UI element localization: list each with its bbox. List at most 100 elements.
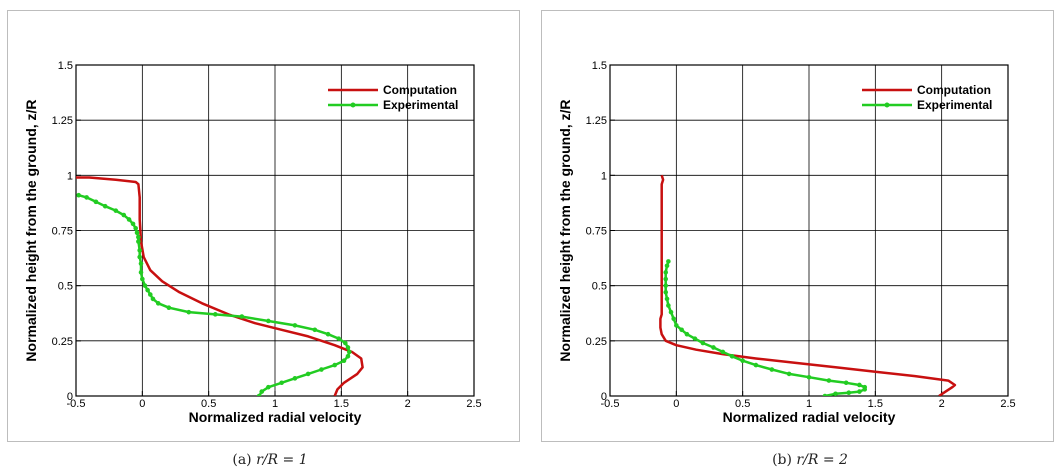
x-tick-label: 1.5: [868, 398, 883, 410]
data-point-experimental: [826, 378, 832, 383]
x-tick-label: 0.5: [735, 398, 750, 410]
x-tick-label: 2: [939, 398, 945, 410]
data-point-experimental: [679, 327, 684, 333]
data-point-experimental: [671, 316, 676, 322]
data-point-experimental: [137, 248, 142, 253]
y-tick-label: 0.75: [586, 226, 607, 238]
legend-label-computation: Computation: [917, 83, 991, 97]
x-axis-label: Normalized radial velocity: [189, 409, 362, 425]
series-line-experimental: [664, 261, 866, 396]
data-point-experimental: [674, 323, 679, 328]
legend-label-computation: Computation: [383, 83, 457, 97]
x-axis-label: Normalized radial velocity: [723, 409, 896, 425]
x-tick-label: 1: [806, 398, 812, 410]
data-point-experimental: [76, 192, 81, 198]
x-tick-label: 2: [405, 398, 411, 410]
chart-a: -0.5 0 0.5 1 1.5 2 2.500.250.50.7511.251.5Norm…: [23, 60, 482, 425]
data-point-experimental: [729, 353, 735, 359]
data-point-experimental: [137, 254, 142, 260]
data-point-experimental: [312, 327, 318, 333]
x-tick-label: 2.5: [1000, 398, 1015, 410]
data-point-experimental: [84, 195, 89, 200]
data-point-experimental: [833, 391, 838, 396]
caption-a-label: (a): [232, 452, 252, 468]
x-tick-label: -0.5: [67, 398, 86, 410]
data-point-experimental: [133, 225, 138, 231]
y-axis-label: Normalized height from the ground, z/R: [23, 99, 39, 361]
data-point-experimental: [846, 390, 852, 395]
data-point-experimental: [266, 318, 271, 324]
data-point-experimental: [138, 270, 144, 275]
y-tick-label: 1: [601, 170, 607, 182]
y-tick-label: 0: [67, 391, 73, 403]
data-point-experimental: [136, 234, 141, 240]
data-point-experimental: [279, 380, 284, 386]
series-line-computation: [76, 176, 364, 396]
data-point-experimental: [711, 345, 716, 350]
legend-label-experimental: Experimental: [383, 98, 458, 112]
data-point-experimental: [663, 289, 669, 295]
data-point-experimental: [213, 312, 218, 317]
data-point-experimental: [150, 296, 156, 302]
data-point-experimental: [663, 276, 669, 282]
x-tick-label: 1: [272, 398, 278, 410]
y-tick-label: 1.5: [592, 60, 607, 72]
data-point-experimental: [126, 217, 132, 222]
chart-b: -0.5 0 0.5 1 1.5 2 2.500.250.50.7511.251.5Norm…: [557, 60, 1016, 425]
data-point-experimental: [266, 384, 271, 390]
data-point-experimental: [138, 261, 144, 266]
data-point-experimental: [102, 203, 108, 209]
y-tick-label: 1.25: [586, 115, 607, 127]
chart-panel-a: -0.5 0 0.5 1 1.5 2 2.5 0 0.25 0.5 0.75 1 1.25 1.5 Norm…: [7, 10, 520, 442]
data-point-experimental: [720, 349, 726, 355]
data-point-experimental: [664, 263, 670, 269]
data-point-experimental: [663, 283, 669, 288]
data-point-experimental: [121, 212, 127, 218]
data-point-experimental: [292, 376, 298, 381]
data-point-experimental: [684, 331, 690, 337]
caption-b-label: (b): [772, 452, 792, 468]
legend-marker-experimental: [350, 102, 356, 108]
data-point-experimental: [663, 270, 669, 275]
x-tick-label: -0.5: [601, 398, 620, 410]
data-point-experimental: [692, 336, 698, 341]
y-tick-label: 1: [67, 170, 73, 182]
data-point-experimental: [130, 221, 136, 227]
data-point-experimental: [862, 384, 868, 390]
data-point-experimental: [786, 371, 792, 377]
data-point-experimental: [93, 199, 99, 205]
series-line-computation: [659, 174, 957, 396]
data-point-experimental: [259, 389, 265, 394]
data-point-experimental: [239, 314, 245, 319]
data-point-experimental: [155, 301, 161, 306]
data-point-experimental: [341, 358, 347, 363]
data-point-experimental: [822, 393, 828, 396]
caption-b-math: r/R = 2: [796, 452, 848, 468]
data-point-experimental: [256, 393, 262, 396]
x-tick-label: 1.5: [334, 398, 349, 410]
y-tick-label: 1.5: [58, 60, 73, 72]
data-point-experimental: [136, 239, 141, 244]
data-point-experimental: [857, 382, 862, 388]
data-point-experimental: [113, 208, 119, 213]
data-point-experimental: [843, 380, 849, 386]
y-tick-label: 0.5: [58, 281, 73, 293]
data-point-experimental: [345, 345, 351, 350]
data-point-experimental: [336, 336, 341, 341]
data-point-experimental: [753, 362, 759, 368]
data-point-experimental: [857, 389, 862, 394]
caption-a: (a) r/R = 1: [120, 452, 420, 468]
data-point-experimental: [134, 230, 140, 236]
data-point-experimental: [666, 303, 671, 308]
y-tick-label: 0.75: [52, 226, 73, 238]
data-point-experimental: [186, 309, 192, 315]
data-point-experimental: [292, 323, 298, 328]
y-tick-label: 0.25: [52, 336, 73, 348]
data-point-experimental: [668, 309, 674, 315]
x-tick-label: 0: [673, 398, 679, 410]
y-axis-label: Normalized height from the ground, z/R: [557, 99, 573, 361]
data-point-experimental: [325, 331, 331, 337]
y-tick-label: 0: [601, 391, 607, 403]
data-point-experimental: [345, 353, 351, 359]
data-point-experimental: [700, 340, 706, 346]
